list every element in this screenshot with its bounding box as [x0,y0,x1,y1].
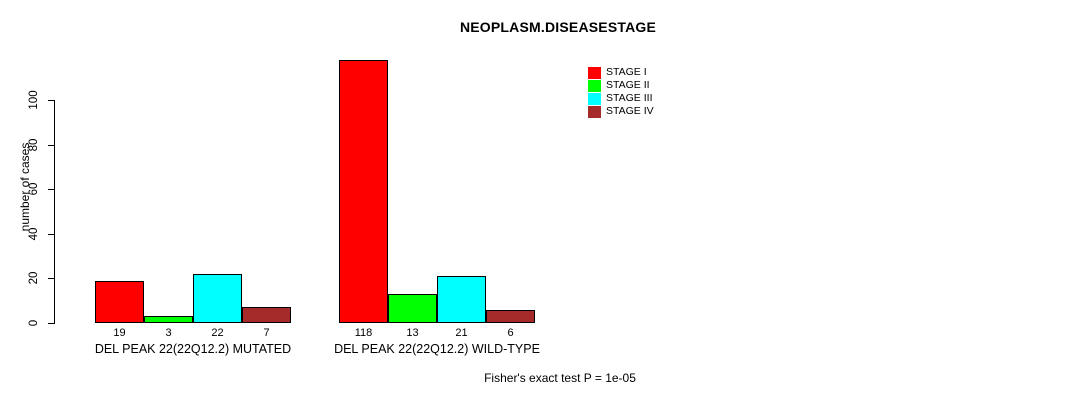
legend-label: STAGE IV [606,105,654,117]
bar-stage-i-wild-type [339,59,388,323]
legend-label: STAGE III [606,92,653,104]
y-tick-mark [48,144,55,146]
y-axis-line [54,100,55,324]
legend-swatch-icon [588,79,601,92]
y-tick-mark [48,278,55,280]
legend-swatch-icon [588,92,601,105]
y-tick-mark [48,100,55,101]
bar-value-label: 6 [507,327,514,339]
y-tick-label: 60 [28,182,40,196]
bar-stage-ii-mutated [144,316,193,323]
legend-item-stage-iv: STAGE IV [588,105,654,118]
y-tick-mark [48,189,55,191]
legend-label: STAGE I [606,66,647,78]
chart-title: NEOPLASM.DISEASESTAGE [459,19,657,35]
bar-value-label: 22 [211,327,224,339]
category-label-wild-type: DEL PEAK 22(22Q12.2) WILD-TYPE [334,342,540,356]
category-label-mutated: DEL PEAK 22(22Q12.2) MUTATED [94,342,292,356]
y-tick-mark [48,323,55,324]
bar-value-label: 7 [263,327,270,339]
bar-stage-iv-wild-type [486,309,535,323]
bar-stage-iii-mutated [193,273,242,323]
bar-value-label: 19 [113,327,126,339]
y-tick-label: 0 [28,319,40,327]
bar-value-label: 118 [354,327,373,339]
legend-label: STAGE II [606,79,650,91]
bar-stage-ii-wild-type [388,294,437,323]
bar-value-label: 3 [165,327,172,339]
stat-test-annotation: Fisher's exact test P = 1e-05 [484,371,636,385]
bar-value-label: 13 [406,327,419,339]
legend-item-stage-iii: STAGE III [588,92,654,105]
legend-item-stage-i: STAGE I [588,66,654,79]
bar-stage-i-mutated [95,280,144,323]
y-tick-mark [48,233,55,235]
legend: STAGE I STAGE II STAGE III STAGE IV [588,66,654,118]
y-tick-label: 80 [28,138,40,151]
legend-item-stage-ii: STAGE II [588,79,654,92]
legend-swatch-icon [588,66,601,79]
bar-stage-iii-wild-type [437,276,486,323]
bar-value-label: 21 [455,327,468,339]
y-tick-label: 20 [28,271,40,285]
y-tick-label: 40 [28,227,40,241]
bar-stage-iv-mutated [242,307,291,323]
y-tick-label: 100 [28,90,40,110]
legend-swatch-icon [588,105,601,118]
